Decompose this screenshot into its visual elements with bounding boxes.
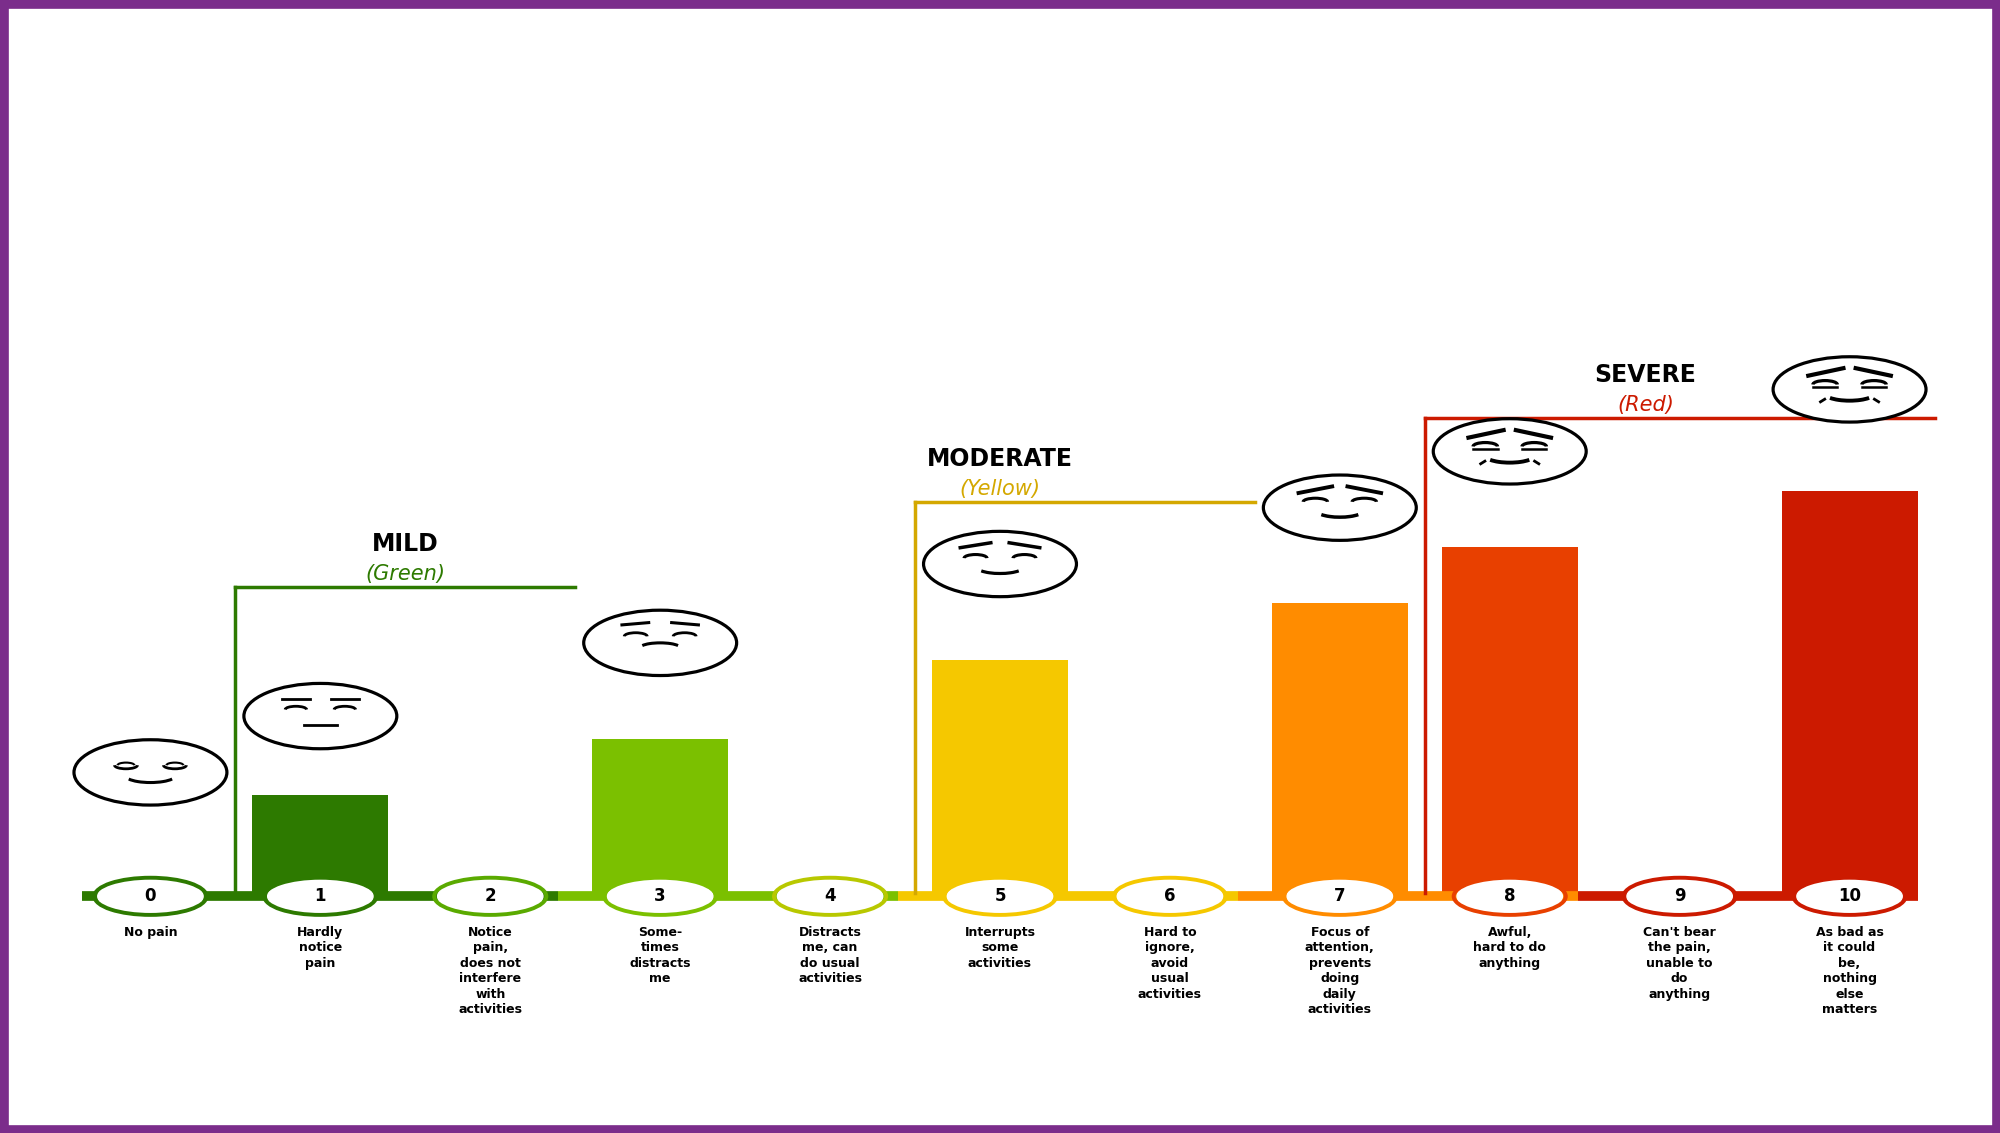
Text: No pain: No pain: [124, 926, 178, 938]
Bar: [252, 795, 388, 896]
Bar: [1272, 604, 1408, 896]
Text: 9: 9: [1674, 887, 1686, 905]
Text: 7: 7: [1334, 887, 1346, 905]
Text: Focus of
attention,
prevents
doing
daily
activities: Focus of attention, prevents doing daily…: [1304, 926, 1374, 1016]
Text: (Red): (Red): [1618, 394, 1674, 415]
Text: 6: 6: [1164, 887, 1176, 905]
Text: 3: 3: [654, 887, 666, 905]
Text: Some-
times
distracts
me: Some- times distracts me: [630, 926, 690, 985]
Ellipse shape: [1434, 419, 1586, 484]
Text: Distracts
me, can
do usual
activities: Distracts me, can do usual activities: [798, 926, 862, 985]
Circle shape: [438, 879, 542, 914]
Text: 5: 5: [994, 887, 1006, 905]
Text: Awful,
hard to do
anything: Awful, hard to do anything: [1474, 926, 1546, 970]
Circle shape: [608, 879, 712, 914]
Circle shape: [1626, 879, 1732, 914]
Text: 10: 10: [1838, 887, 1862, 905]
Circle shape: [1796, 879, 1902, 914]
Circle shape: [948, 879, 1052, 914]
Text: 2: 2: [484, 887, 496, 905]
Circle shape: [1458, 879, 1562, 914]
Text: MILD: MILD: [372, 531, 438, 555]
Text: Hard to
ignore,
avoid
usual
activities: Hard to ignore, avoid usual activities: [1138, 926, 1202, 1000]
Text: SEVERE: SEVERE: [1594, 363, 1696, 386]
Ellipse shape: [1264, 475, 1416, 540]
Bar: [1782, 491, 1918, 896]
Ellipse shape: [74, 740, 226, 806]
Bar: [932, 659, 1068, 896]
Text: 8: 8: [1504, 887, 1516, 905]
Text: 1: 1: [314, 887, 326, 905]
Text: Notice
pain,
does not
interfere
with
activities: Notice pain, does not interfere with act…: [458, 926, 522, 1016]
Text: (Yellow): (Yellow): [960, 479, 1040, 500]
Bar: [1442, 547, 1578, 896]
Text: As bad as
it could
be,
nothing
else
matters: As bad as it could be, nothing else matt…: [1816, 926, 1884, 1016]
Circle shape: [778, 879, 882, 914]
Text: (Green): (Green): [366, 564, 446, 583]
Ellipse shape: [924, 531, 1076, 597]
Text: Interrupts
some
activities: Interrupts some activities: [964, 926, 1036, 970]
Circle shape: [98, 879, 204, 914]
Text: Hardly
notice
pain: Hardly notice pain: [298, 926, 344, 970]
Text: 4: 4: [824, 887, 836, 905]
Text: Defense and Veterans Pain Rating Scale: Defense and Veterans Pain Rating Scale: [310, 34, 1690, 93]
Text: 0: 0: [144, 887, 156, 905]
Ellipse shape: [1774, 357, 1926, 423]
Circle shape: [268, 879, 374, 914]
Ellipse shape: [244, 683, 396, 749]
Bar: [592, 739, 728, 896]
Text: MODERATE: MODERATE: [928, 448, 1072, 471]
Circle shape: [1118, 879, 1222, 914]
Text: Can't bear
the pain,
unable to
do
anything: Can't bear the pain, unable to do anythi…: [1644, 926, 1716, 1000]
Circle shape: [1288, 879, 1392, 914]
Ellipse shape: [584, 611, 736, 675]
